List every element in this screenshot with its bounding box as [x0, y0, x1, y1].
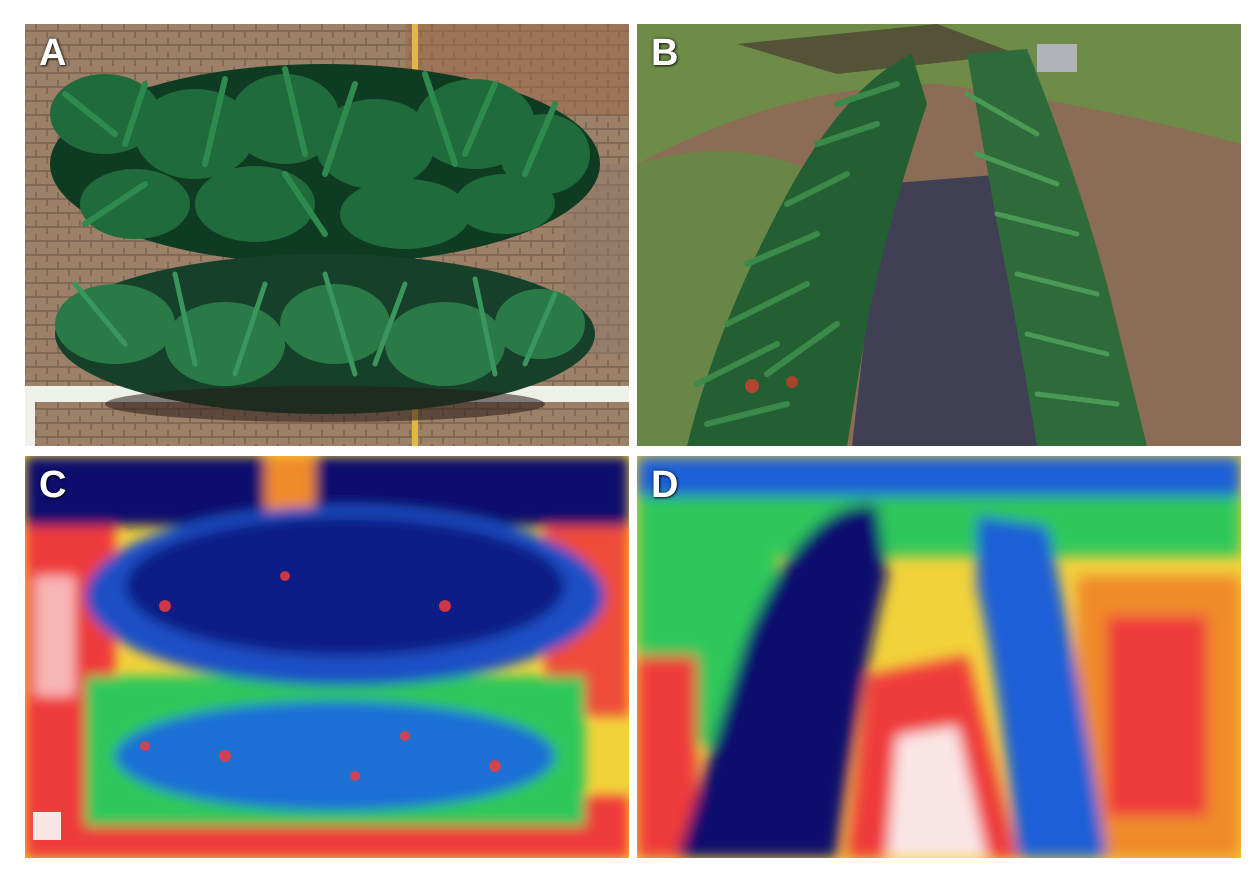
panel-label-b: B [651, 32, 679, 74]
aerial-rgb-image [25, 24, 629, 446]
oblique-rgb-image [637, 24, 1241, 446]
panel-a-aerial-rgb-photo: A [25, 24, 629, 446]
panel-label-a: A [39, 32, 67, 74]
thermal-oblique-image [637, 456, 1241, 858]
panel-d-thermal-oblique-image: D [637, 456, 1241, 858]
panel-label-d: D [651, 464, 679, 506]
thermal-aerial-image [25, 456, 629, 858]
panel-c-thermal-aerial-image: C [25, 456, 629, 858]
panel-b-oblique-rgb-photo: B [637, 24, 1241, 446]
panel-label-c: C [39, 464, 67, 506]
